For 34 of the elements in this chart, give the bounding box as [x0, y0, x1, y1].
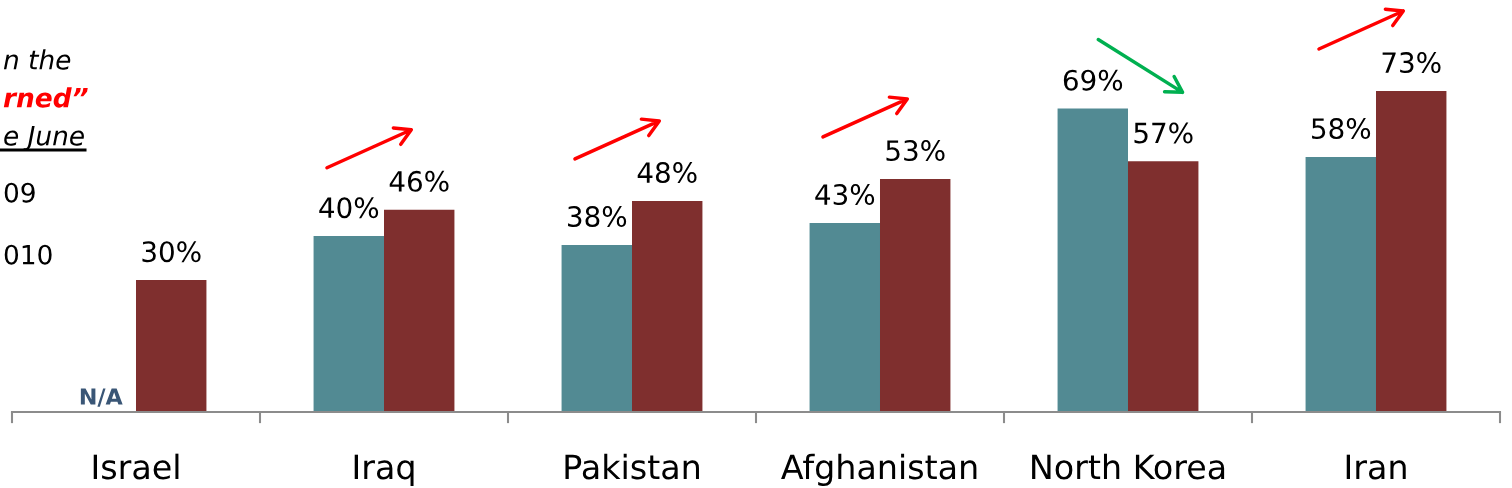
annotation: 09 [4, 182, 35, 203]
bar [1128, 161, 1199, 412]
x-tick-label: Iraq [354, 454, 414, 486]
bar [313, 236, 384, 412]
data-label: 48% [637, 162, 697, 184]
x-tick-label: North Korea [1032, 453, 1225, 480]
data-label: 69% [1063, 69, 1123, 91]
data-label: 58% [1312, 118, 1371, 140]
data-label: 43% [815, 184, 875, 206]
annotation: e June [4, 126, 84, 151]
bar [1057, 108, 1128, 412]
text: n the [3, 49, 71, 70]
bar [1305, 156, 1376, 412]
bar [880, 178, 951, 412]
data-label: 30% [142, 241, 201, 263]
x-tick-label: Iran [1346, 454, 1406, 480]
bar [809, 222, 880, 412]
data-label: 73% [1382, 52, 1441, 74]
data-label: 38% [568, 206, 627, 228]
x-tick-label: Pakistan [565, 453, 699, 480]
x-tick-label: Israel [93, 453, 179, 480]
bar [136, 280, 207, 412]
data-label: 57% [1134, 122, 1193, 144]
bar [561, 244, 632, 412]
data-label: 53% [886, 140, 945, 162]
annotation: 010 [4, 244, 52, 265]
data-label: 40% [319, 197, 379, 219]
x-tick-label: Afghanistan [781, 453, 977, 486]
bar [384, 209, 455, 412]
annotation: rned” [3, 87, 88, 108]
bar [1376, 91, 1447, 412]
data-label: 46% [389, 170, 449, 192]
bar [632, 200, 703, 412]
text: N/A [80, 388, 123, 407]
